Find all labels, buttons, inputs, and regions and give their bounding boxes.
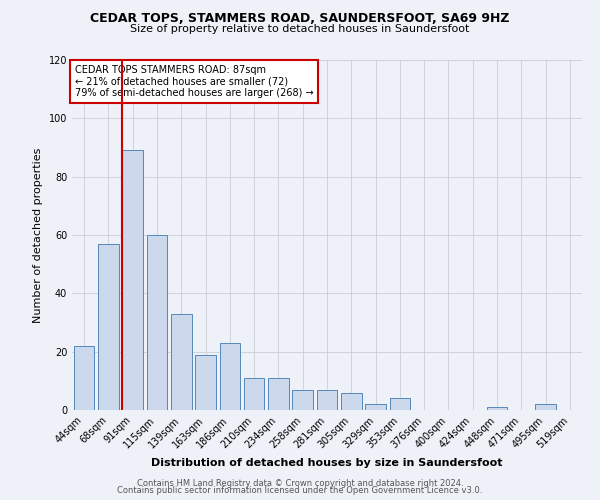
Bar xyxy=(220,343,240,410)
Text: Contains HM Land Registry data © Crown copyright and database right 2024.: Contains HM Land Registry data © Crown c… xyxy=(137,478,463,488)
Bar xyxy=(317,390,337,410)
X-axis label: Distribution of detached houses by size in Saundersfoot: Distribution of detached houses by size … xyxy=(151,458,503,468)
Y-axis label: Number of detached properties: Number of detached properties xyxy=(33,148,43,322)
Bar xyxy=(365,404,386,410)
Bar xyxy=(74,346,94,410)
Bar xyxy=(341,392,362,410)
Text: CEDAR TOPS, STAMMERS ROAD, SAUNDERSFOOT, SA69 9HZ: CEDAR TOPS, STAMMERS ROAD, SAUNDERSFOOT,… xyxy=(90,12,510,26)
Bar xyxy=(487,407,508,410)
Bar xyxy=(244,378,265,410)
Bar xyxy=(171,314,191,410)
Bar xyxy=(535,404,556,410)
Bar xyxy=(98,244,119,410)
Bar xyxy=(292,390,313,410)
Text: CEDAR TOPS STAMMERS ROAD: 87sqm
← 21% of detached houses are smaller (72)
79% of: CEDAR TOPS STAMMERS ROAD: 87sqm ← 21% of… xyxy=(74,66,313,98)
Bar xyxy=(122,150,143,410)
Bar xyxy=(268,378,289,410)
Text: Size of property relative to detached houses in Saundersfoot: Size of property relative to detached ho… xyxy=(130,24,470,34)
Bar xyxy=(146,235,167,410)
Bar xyxy=(195,354,216,410)
Text: Contains public sector information licensed under the Open Government Licence v3: Contains public sector information licen… xyxy=(118,486,482,495)
Bar xyxy=(389,398,410,410)
